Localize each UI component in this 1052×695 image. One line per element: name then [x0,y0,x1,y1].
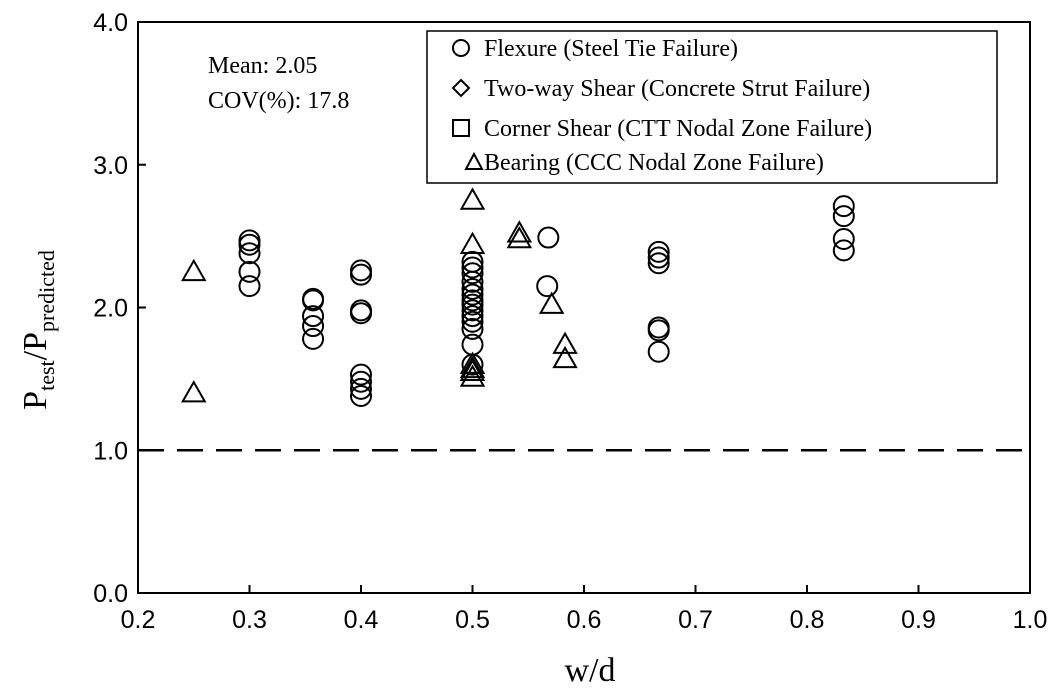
legend-marks [451,39,484,170]
y-axis-label-slash: /P [17,332,54,360]
circle-point [461,299,484,322]
y-axis-label-sub1: test [34,360,59,391]
triangle-point [459,355,486,379]
circle-point [647,240,670,263]
circle-point [461,256,484,279]
axes: 0.2 0.3 0.4 0.5 0.6 0.7 0.8 0.9 1.0 0.0 1.0 2.0 3.0 4… [93,9,1047,634]
circle-point [832,205,855,228]
y-axis-label-sub2: predicted [34,250,59,332]
circle-point [832,227,855,250]
triangle-point [181,380,207,403]
y-tick-label: 1.0 [93,437,128,465]
triangle-point [181,258,207,282]
circle-point [647,252,670,275]
x-tick-label: 0.8 [790,606,825,634]
x-tick-label: 0.5 [455,606,490,634]
legend-square-marker [452,119,470,137]
legend-label-two-way-shear: Two-way Shear (Concrete Strut Failure) [484,76,870,102]
triangle-point [552,331,578,354]
circle-point [238,233,261,256]
legend-box [426,30,998,184]
triangle-point [538,291,565,314]
circle-point [461,283,484,306]
circle-point [832,239,855,262]
legend: Flexure (Steel Tie Failure) Two-way Shea… [426,30,998,184]
circle-point [350,385,372,408]
y-axis-label: Ptest/Ppredicted [17,250,59,410]
circle-point [832,195,855,218]
circle-point [461,270,484,293]
x-tick-label: 1.0 [1013,606,1048,634]
x-tick-label: 0.4 [344,606,379,634]
legend-circle-marker [452,39,470,57]
y-tick-label: 0.0 [93,580,128,608]
triangle-point [552,345,578,369]
circle-point [537,226,560,249]
circle-point [461,293,484,316]
triangle-point [506,220,533,243]
circle-point [350,370,372,393]
circle-point [302,289,325,312]
circle-point [647,340,670,363]
circle-point [461,310,484,333]
legend-label-bearing: Bearing (CCC Nodal Zone Failure) [484,150,824,176]
triangle-point [459,187,486,210]
y-tick-label: 3.0 [93,152,128,180]
circle-point [647,319,670,342]
x-tick-label: 0.7 [678,606,713,634]
stats-annotation: Mean: 2.05 COV(%): 17.8 [208,53,349,114]
legend-label-corner-shear: Corner Shear (CTT Nodal Zone Failure) [484,116,872,142]
x-tick-label: 0.3 [232,606,267,634]
cov-annotation: COV(%): 17.8 [208,88,349,114]
legend-diamond-marker [451,78,471,98]
circle-point [350,302,372,325]
circle-point [302,305,325,328]
y-tick-label: 2.0 [93,295,128,323]
circle-point [302,315,325,338]
circle-point [461,305,484,328]
circle-point [302,327,325,350]
x-tick-label: 0.2 [121,606,156,634]
triangle-point [459,358,486,381]
circle-point [350,263,372,286]
circle-point [350,363,372,386]
data-marks [181,160,855,408]
triangle-point [459,364,486,387]
circle-point [647,246,670,269]
circle-point [461,262,484,285]
y-tick-label: 4.0 [93,9,128,37]
circle-point [238,260,261,283]
mean-annotation: Mean: 2.05 [208,53,317,79]
x-tick-label: 0.9 [901,606,936,634]
y-axis-label-base: P [17,391,54,410]
x-tick-label: 0.6 [567,606,602,634]
legend-triangle-marker [464,151,484,170]
triangle-point [459,351,486,374]
x-axis-label: w/d [565,652,616,689]
triangle-point [506,225,533,249]
circle-point [238,275,261,298]
legend-label-flexure: Flexure (Steel Tie Failure) [484,36,738,62]
circle-point [461,317,484,340]
triangle-point [459,231,486,254]
circle-point [536,275,559,298]
circle-point [350,377,372,400]
circle-point [350,259,372,282]
circle-point [238,242,261,265]
circle-point [461,277,484,300]
